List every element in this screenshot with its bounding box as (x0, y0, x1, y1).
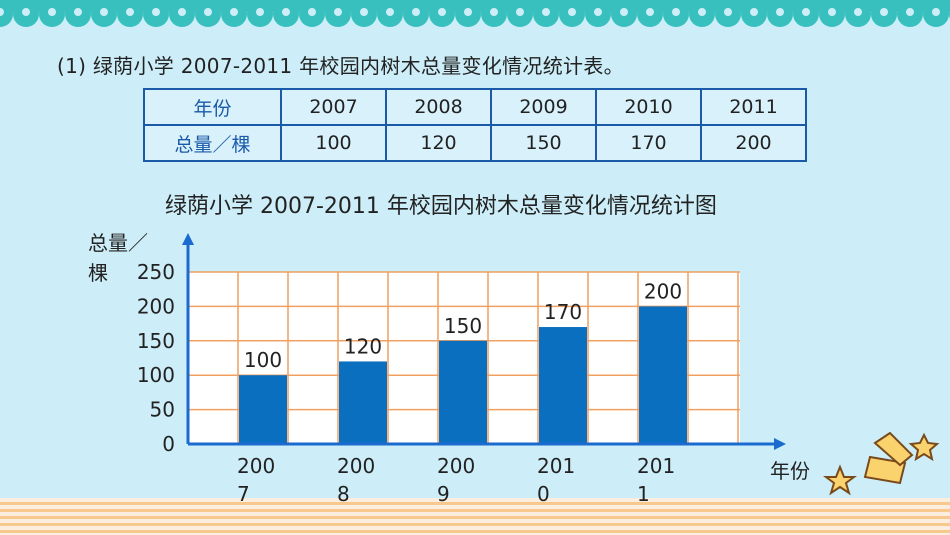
striped-bottom-border (0, 498, 950, 535)
bar (439, 340, 487, 444)
decoration-stars (823, 431, 940, 496)
scalloped-top-border (0, 0, 950, 27)
bar (639, 306, 687, 444)
data-table: 年份 2007 2008 2009 2010 2011 总量／棵 100 120… (143, 88, 807, 162)
bar (539, 327, 587, 444)
y-tick-label: 150 (137, 329, 175, 353)
x-tick-label: 2008 (337, 454, 376, 506)
x-axis-arrow-icon (774, 438, 786, 450)
y-tick-label: 50 (150, 398, 175, 422)
table-cell-total: 200 (700, 124, 807, 162)
table-header-total: 总量／棵 (143, 124, 282, 162)
table-cell-year: 2009 (490, 88, 597, 126)
y-tick-label: 200 (137, 294, 175, 318)
x-tick-label: 2007 (237, 454, 276, 506)
data-label: 100 (244, 348, 282, 372)
data-label: 200 (644, 279, 682, 303)
data-label: 170 (544, 300, 582, 324)
x-tick-label: 2010 (537, 454, 576, 506)
y-tick-label: 250 (137, 260, 175, 284)
table-cell-total: 100 (280, 124, 387, 162)
table-cell-year: 2008 (385, 88, 492, 126)
table-row-years: 年份 2007 2008 2009 2010 2011 (143, 88, 807, 126)
star-icon (908, 432, 940, 462)
y-axis-label: 总量／棵 (88, 231, 148, 285)
ribbon-icon (863, 455, 907, 485)
x-tick-label: 2009 (437, 454, 476, 506)
table-cell-total: 120 (385, 124, 492, 162)
x-axis-label: 年份 (770, 459, 810, 483)
y-tick-label: 100 (137, 363, 175, 387)
y-axis-arrow-icon (182, 233, 194, 245)
table-cell-total: 170 (595, 124, 702, 162)
bar (339, 361, 387, 444)
chart-title: 绿荫小学 2007-2011 年校园内树木总量变化情况统计图 (165, 194, 717, 219)
bar (239, 375, 287, 444)
table-cell-year: 2010 (595, 88, 702, 126)
page-heading: (1) 绿荫小学 2007-2011 年校园内树木总量变化情况统计表。 (57, 54, 624, 78)
data-label: 150 (444, 314, 482, 338)
y-tick-label: 0 (162, 432, 175, 456)
table-cell-total: 150 (490, 124, 597, 162)
table-header-year: 年份 (143, 88, 282, 126)
x-tick-label: 2011 (637, 454, 676, 506)
star-icon (823, 464, 857, 496)
table-cell-year: 2011 (700, 88, 807, 126)
table-cell-year: 2007 (280, 88, 387, 126)
table-row-totals: 总量／棵 100 120 150 170 200 (143, 124, 807, 162)
data-label: 120 (344, 334, 382, 358)
ribbon-icon (873, 431, 914, 467)
